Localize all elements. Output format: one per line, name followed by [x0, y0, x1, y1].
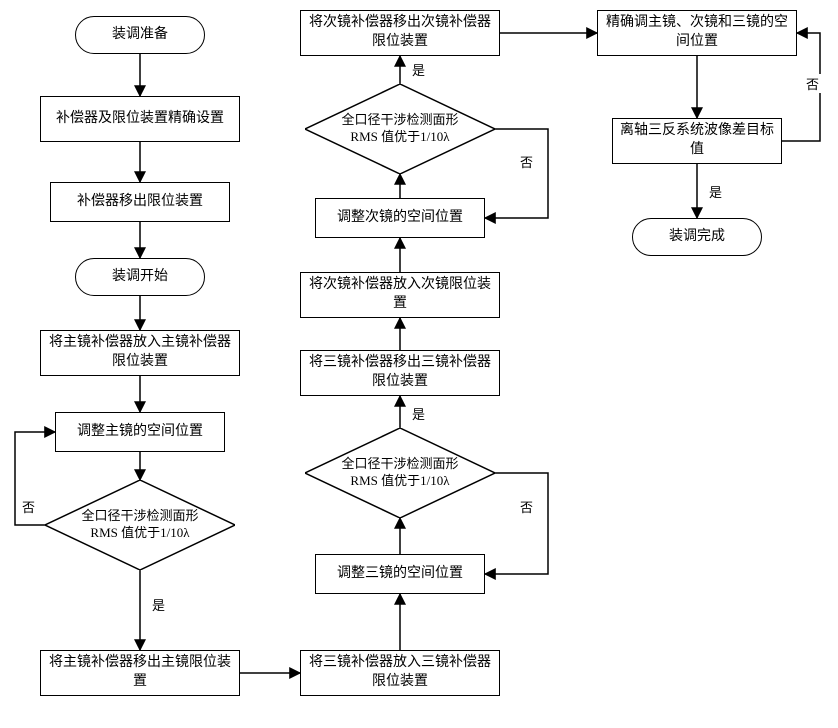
edge-label: 否 — [518, 497, 535, 516]
node-label: 精确调主镜、次镜和三镜的空间位置 — [604, 14, 790, 52]
node-label: 补偿器及限位装置精确设置 — [56, 110, 224, 129]
process-n8: 将三镜补偿器放入三镜补偿器限位装置 — [300, 650, 500, 696]
node-label: 将三镜补偿器移出三镜补偿器限位装置 — [307, 354, 493, 392]
terminal-n1: 装调准备 — [75, 16, 205, 54]
edge-label: 是 — [150, 595, 167, 614]
node-label: 将三镜补偿器放入三镜补偿器限位装置 — [307, 654, 493, 692]
terminal-n4: 装调开始 — [75, 258, 205, 296]
node-label: 将次镜补偿器放入次镜限位装置 — [307, 276, 493, 314]
process-n10: 将三镜补偿器移出三镜补偿器限位装置 — [300, 350, 500, 396]
edge-label: 否 — [804, 74, 821, 93]
node-label: 离轴三反系统波像差目标值 — [619, 122, 775, 160]
decision-label: 全口径干涉检测面形RMS 值优于1/10λ — [305, 428, 495, 518]
node-label: 补偿器移出限位装置 — [77, 193, 203, 212]
process-n12: 调整次镜的空间位置 — [315, 198, 485, 238]
node-label: 将主镜补偿器移出主镜限位装置 — [47, 654, 233, 692]
edge-label: 否 — [20, 497, 37, 516]
process-n5: 将主镜补偿器放入主镜补偿器限位装置 — [40, 330, 240, 376]
process-n6: 调整主镜的空间位置 — [55, 412, 225, 452]
edge-label: 否 — [518, 152, 535, 171]
decision-d1: 全口径干涉检测面形RMS 值优于1/10λ — [45, 480, 235, 570]
node-label: 装调准备 — [112, 26, 168, 45]
decision-d2: 全口径干涉检测面形RMS 值优于1/10λ — [305, 428, 495, 518]
decision-label: 全口径干涉检测面形RMS 值优于1/10λ — [305, 84, 495, 174]
node-label: 将主镜补偿器放入主镜补偿器限位装置 — [47, 334, 233, 372]
process-n15: 离轴三反系统波像差目标值 — [612, 118, 782, 164]
node-label: 将次镜补偿器移出次镜补偿器限位装置 — [307, 14, 493, 52]
process-n13: 将次镜补偿器移出次镜补偿器限位装置 — [300, 10, 500, 56]
terminal-n16: 装调完成 — [632, 218, 762, 256]
edge-label: 是 — [707, 182, 724, 201]
edge-label: 是 — [410, 60, 427, 79]
node-label: 装调开始 — [112, 268, 168, 287]
process-n14: 精确调主镜、次镜和三镜的空间位置 — [597, 10, 797, 56]
node-label: 调整次镜的空间位置 — [337, 209, 463, 228]
process-n3: 补偿器移出限位装置 — [50, 182, 230, 222]
node-label: 装调完成 — [669, 228, 725, 247]
edge-label: 是 — [410, 404, 427, 423]
decision-label: 全口径干涉检测面形RMS 值优于1/10λ — [45, 480, 235, 570]
process-n7: 将主镜补偿器移出主镜限位装置 — [40, 650, 240, 696]
process-n9: 调整三镜的空间位置 — [315, 554, 485, 594]
process-n11: 将次镜补偿器放入次镜限位装置 — [300, 272, 500, 318]
process-n2: 补偿器及限位装置精确设置 — [40, 96, 240, 142]
decision-d3: 全口径干涉检测面形RMS 值优于1/10λ — [305, 84, 495, 174]
node-label: 调整三镜的空间位置 — [337, 565, 463, 584]
node-label: 调整主镜的空间位置 — [77, 423, 203, 442]
